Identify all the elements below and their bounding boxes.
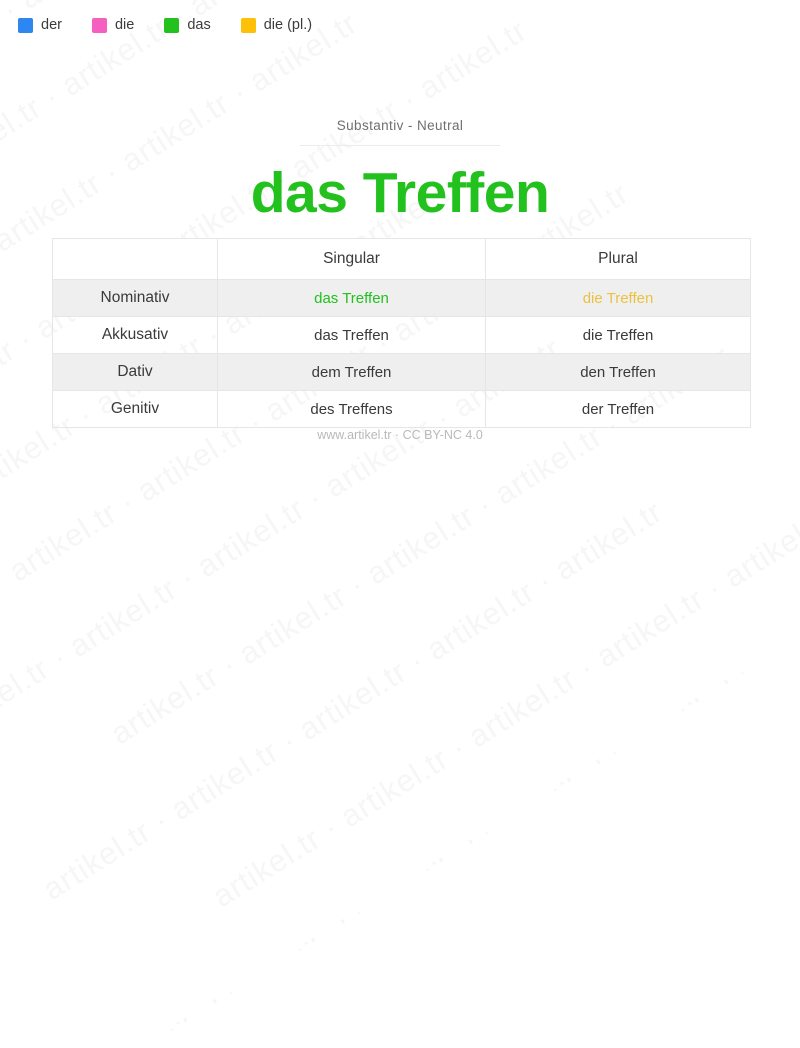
table-row: Dativ dem Treffen den Treffen [52, 353, 751, 391]
color-swatch-das [164, 18, 180, 33]
legend-item-diepl: die (pl.) [240, 17, 313, 33]
singular-form: das Treffen [217, 316, 486, 354]
color-swatch-die-plural [240, 18, 256, 33]
legend-item-die: die [91, 17, 135, 33]
header-divider [300, 145, 500, 146]
plural-form: der Treffen [485, 390, 751, 428]
singular-form: des Treffens [217, 390, 486, 428]
table-row: Nominativ das Treffen die Treffen [52, 279, 751, 317]
column-header-case [52, 238, 218, 280]
word-category-subtitle: Substantiv - Neutral [336, 118, 464, 133]
case-label: Dativ [52, 353, 218, 391]
case-label: Akkusativ [52, 316, 218, 354]
case-label: Nominativ [52, 279, 218, 317]
footer-credit: www.artikel.tr · CC BY-NC 4.0 [317, 428, 483, 442]
plural-form: die Treffen [485, 279, 751, 317]
plural-form: den Treffen [485, 353, 751, 391]
column-header-singular: Singular [217, 238, 486, 280]
legend-item-das: das [164, 17, 211, 33]
table-body: Nominativ das Treffen die Treffen Akkusativ… [52, 279, 751, 428]
table-row: Genitiv des Treffens der Treffen [52, 390, 751, 428]
page-title: das Treffen [250, 161, 550, 225]
declension-table: Singular Plural Nominativ das Treffen die … [52, 238, 751, 428]
column-header-plural: Plural [485, 238, 751, 280]
case-label: Genitiv [52, 390, 218, 428]
table-header: Singular Plural [52, 238, 751, 280]
article-color-legend: der die das die (pl.) [18, 18, 342, 33]
color-swatch-der [18, 18, 33, 33]
plural-form: die Treffen [485, 316, 751, 354]
singular-form: dem Treffen [217, 353, 486, 391]
color-swatch-die [91, 18, 107, 33]
table-header-row: Singular Plural [52, 238, 751, 280]
legend-label: der [41, 17, 62, 33]
singular-form: das Treffen [217, 279, 486, 317]
legend-item-der: der [18, 18, 62, 33]
legend-label: die [114, 17, 135, 33]
declension-card: der die das die (pl.) Substantiv - Neutral … [18, 18, 751, 442]
legend-label: das [187, 17, 211, 33]
legend-label: die (pl.) [263, 17, 313, 33]
table-row: Akkusativ das Treffen die Treffen [52, 316, 751, 354]
